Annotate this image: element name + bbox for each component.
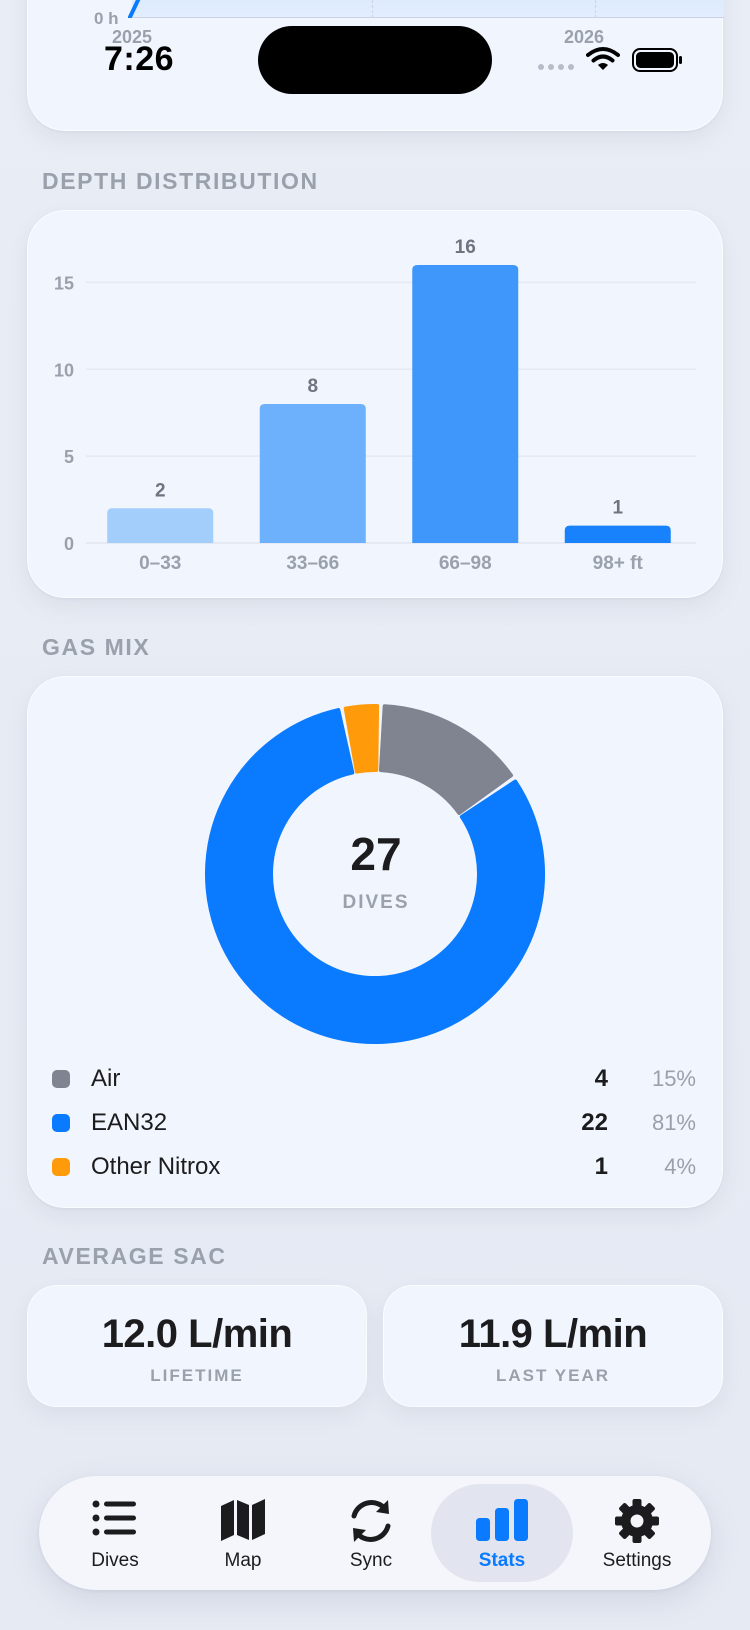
map-icon [221,1499,265,1541]
x-axis-label-1: 2025 [112,27,153,47]
sac-lifetime-value: 12.0 L/min [101,1312,293,1356]
x-tick-label: 0–33 [139,553,181,574]
y-tick-label: 10 [54,360,74,380]
tab-stats[interactable]: Stats [431,1484,573,1582]
y-axis-label: 0 h [94,9,119,28]
sac-last-year-value: 11.9 L/min [458,1312,648,1356]
gas-mix-total-count: 27 [350,828,402,880]
ean32-color-swatch [52,1114,70,1132]
battery-icon [632,48,682,72]
sac-last-year-card: 11.9 L/min LAST YEAR [383,1285,723,1407]
status-time: 7:26 [104,40,175,78]
tab-sync[interactable]: Sync [305,1484,437,1582]
x-axis-line [132,17,724,18]
dive-time-plot-area [128,0,724,18]
sac-section-title: AVERAGE SAC [42,1243,227,1269]
tab-bar: Dives Map Sync [39,1476,711,1590]
gas-name: Other Nitrox [91,1153,221,1180]
y-tick-label: 0 [64,534,74,554]
x-tick-label: 98+ ft [593,553,644,574]
tab-settings[interactable]: Settings [571,1484,703,1582]
tab-label: Dives [91,1550,139,1571]
gas-mix-total-label: DIVES [342,892,410,913]
gas-mix-section-title: GAS MIX [42,634,151,660]
bar-value-label: 2 [155,480,166,501]
gas-percent: 4% [664,1154,696,1179]
depth-distribution-card: 0 5 10 15 2 0–33 8 33–66 16 66–98 1 98+ ft [27,210,723,598]
x-axis-label-3: 2026 [564,27,605,47]
gridline [595,0,596,18]
depth-bar [107,508,214,543]
gear-icon [615,1499,659,1543]
y-tick-label: 15 [54,273,74,293]
gas-name: Air [91,1065,121,1092]
other-nitrox-color-swatch [52,1158,70,1176]
gas-mix-card: 27 DIVES Air 4 15% EAN32 22 81% Other Ni… [27,676,723,1208]
x-tick-label: 33–66 [286,553,339,574]
tab-dives[interactable]: Dives [49,1484,181,1582]
x-tick-label: 66–98 [439,553,492,574]
sac-last-year-label: LAST YEAR [495,1366,611,1385]
y-tick-label: 5 [64,447,74,467]
bar-value-label: 8 [307,376,318,397]
gas-count: 22 [581,1109,608,1136]
bar-value-label: 1 [612,498,623,519]
depth-section-title: DEPTH DISTRIBUTION [42,168,319,194]
sync-icon [351,1500,391,1542]
gas-legend-row-ean32: EAN32 22 81% [28,1103,724,1143]
gas-mix-slice [378,704,513,815]
gridline [372,0,373,18]
depth-bar [412,265,519,543]
cellular-signal-icon [538,64,574,72]
depth-bar [259,404,366,543]
tab-map[interactable]: Map [177,1484,309,1582]
gas-mix-donut-chart [205,704,545,1044]
gas-name: EAN32 [91,1109,168,1136]
depth-bar [564,525,671,543]
tab-label: Settings [602,1550,672,1571]
sac-lifetime-card: 12.0 L/min LIFETIME [27,1285,367,1407]
gas-legend-row-other-nitrox: Other Nitrox 1 4% [28,1147,724,1187]
wifi-icon [586,47,620,70]
list-icon [92,1500,136,1536]
gas-count: 4 [594,1065,608,1092]
gas-percent: 15% [651,1066,696,1091]
depth-distribution-chart: 0 5 10 15 2 0–33 8 33–66 16 66–98 1 98+ ft [54,237,696,574]
sac-lifetime-label: LIFETIME [150,1366,244,1385]
tab-label: Stats [478,1550,526,1571]
bar-chart-icon [476,1499,528,1541]
gas-percent: 81% [651,1110,696,1135]
dynamic-island [258,26,492,94]
bar-value-label: 16 [455,237,476,258]
gas-mix-slice [343,704,380,774]
gas-count: 1 [594,1153,608,1180]
gas-mix-slice [205,708,545,1044]
tab-label: Map [224,1550,262,1571]
tab-label: Sync [349,1550,393,1571]
dive-time-line [128,0,141,18]
gas-legend-row-air: Air 4 15% [28,1059,724,1099]
air-color-swatch [52,1070,70,1088]
